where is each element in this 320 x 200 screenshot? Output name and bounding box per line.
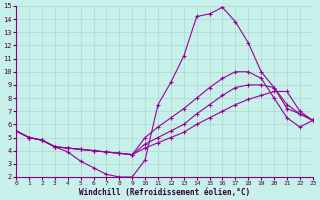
X-axis label: Windchill (Refroidissement éolien,°C): Windchill (Refroidissement éolien,°C) (79, 188, 250, 197)
